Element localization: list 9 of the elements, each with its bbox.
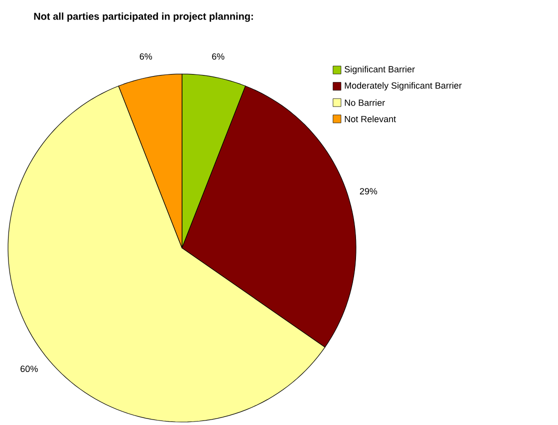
data-label: 60% (20, 366, 38, 372)
data-label: 6% (140, 53, 152, 60)
legend-label: Significant Barrier (344, 66, 415, 74)
data-label: 29% (360, 188, 378, 194)
data-label: 6% (212, 53, 224, 60)
chart-title: Not all parties participated in project planning: (34, 12, 253, 22)
legend-label: No Barrier (344, 99, 385, 106)
legend-label: Moderately Significant Barrier (344, 82, 462, 90)
legend-label: Not Relevant (344, 116, 396, 122)
